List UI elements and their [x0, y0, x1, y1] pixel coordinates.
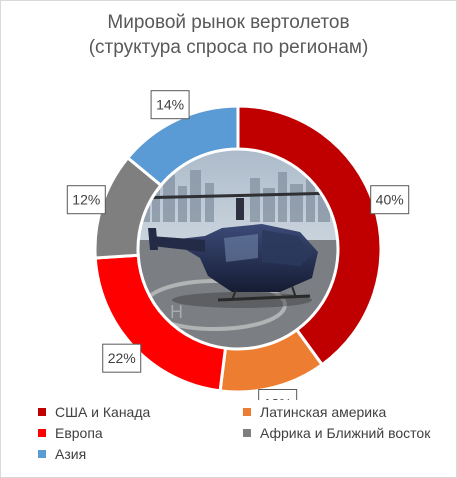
data-label-europe: 22%	[102, 343, 142, 373]
legend-item-asia: Азия	[38, 446, 86, 462]
chart-title: Мировой рынок вертолетов (структура спро…	[0, 10, 457, 60]
doughnut-chart: H 40% 12% 22% 12% 14%	[66, 90, 410, 400]
legend-swatch	[38, 408, 46, 416]
legend-swatch	[38, 450, 46, 458]
svg-text:12%: 12%	[72, 192, 100, 208]
legend-item-europe: Европа	[38, 425, 103, 441]
data-label-africa-middle-east: 12%	[66, 185, 106, 215]
svg-text:22%: 22%	[108, 350, 136, 366]
legend-item-usa-canada: США и Канада	[38, 404, 150, 420]
data-label-asia: 14%	[150, 90, 190, 120]
data-label-usa-canada: 40%	[370, 185, 410, 215]
legend-label: Азия	[55, 446, 87, 462]
chart-title-line-2: (структура спроса по регионам)	[88, 37, 369, 58]
legend-label: Латинская америка	[260, 404, 387, 420]
legend-label: Европа	[55, 425, 103, 441]
svg-text:40%: 40%	[376, 192, 404, 208]
svg-text:H: H	[170, 302, 183, 322]
legend-label: США и Канада	[55, 404, 151, 420]
chart-title-line-1: Мировой рынок вертолетов	[107, 12, 350, 33]
legend-swatch	[243, 408, 251, 416]
svg-text:12%: 12%	[264, 395, 292, 400]
legend-swatch	[38, 429, 46, 437]
legend-item-africa-middle-east: Африка и Ближний восток	[243, 425, 430, 441]
legend-label: Африка и Ближний восток	[260, 425, 431, 441]
legend-item-latin-america: Латинская америка	[243, 404, 386, 420]
svg-text:14%: 14%	[156, 97, 184, 113]
slice-usa-canada	[236, 104, 383, 367]
data-label-latin-america: 12%	[258, 388, 298, 400]
legend-swatch	[243, 429, 251, 437]
slice-asia	[125, 104, 240, 188]
